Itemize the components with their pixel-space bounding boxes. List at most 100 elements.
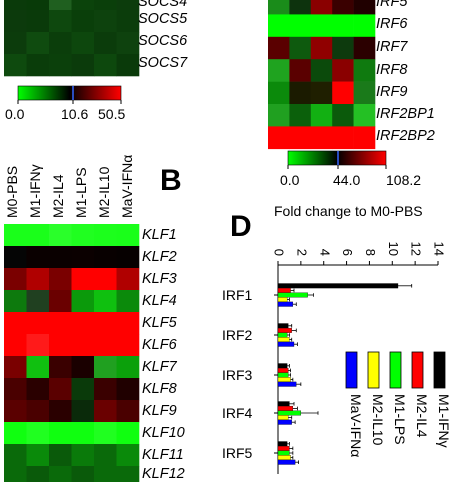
x-tick-label: 4	[317, 249, 332, 256]
socs-cell	[49, 32, 72, 55]
irf-cell	[289, 14, 312, 38]
x-tick-label: 0	[272, 249, 287, 256]
klf-cell	[71, 422, 95, 445]
socs-cell	[71, 32, 95, 55]
bar	[277, 283, 399, 289]
x-tick-label: 10	[386, 242, 401, 256]
klf-cell	[4, 466, 27, 482]
legend-label-m1-ifng: M1-IFNγ	[436, 394, 452, 448]
column-header-m1-lps: M1-LPS	[73, 167, 89, 218]
klf-cell	[71, 444, 95, 467]
klf-cell	[116, 312, 140, 335]
irf-cell	[289, 59, 312, 82]
klf-cell	[49, 224, 72, 247]
klf-cell	[71, 290, 95, 313]
irf-cell	[310, 0, 333, 15]
klf-cell	[94, 334, 117, 357]
scale-irf-max: 108.2	[386, 172, 422, 188]
bar	[277, 287, 291, 293]
scale-irf-mid: 44.0	[333, 172, 361, 188]
irf-cell	[332, 36, 354, 60]
bar	[277, 405, 294, 411]
klf-cell	[4, 224, 27, 247]
gene-label-klf6: KLF6	[142, 337, 177, 353]
klf-cell	[4, 290, 27, 313]
color-scale-bar-a	[17, 85, 122, 101]
klf-cell	[49, 334, 72, 357]
socs-cell	[116, 10, 140, 33]
klf-cell	[49, 378, 72, 401]
gene-label-irf9: IRF9	[376, 84, 408, 100]
klf-cell	[49, 444, 72, 467]
klf-cell	[116, 400, 140, 423]
klf-cell	[49, 268, 72, 291]
klf-cell	[49, 356, 72, 379]
klf-cell	[94, 378, 117, 401]
irf-cell	[268, 81, 290, 105]
irf-cell	[289, 126, 312, 150]
category-label-irf2: IRF2	[222, 327, 253, 343]
socs-cell	[4, 54, 27, 77]
gene-label-klf2: KLF2	[142, 249, 177, 265]
bar	[277, 377, 291, 383]
gene-label-klf9: KLF9	[142, 403, 177, 419]
irf-cell	[310, 59, 333, 82]
bar	[277, 450, 290, 456]
category-label-irf4: IRF4	[222, 405, 253, 421]
gene-label-socs7: SOCS7	[138, 55, 188, 71]
klf-cell	[4, 400, 27, 423]
bar	[277, 445, 290, 451]
socs-cell	[26, 54, 50, 77]
irf-cell	[353, 14, 376, 38]
klf-cell	[49, 466, 72, 482]
bar	[277, 381, 297, 387]
scale-a-mid: 10.6	[61, 106, 89, 122]
klf-cell	[26, 378, 50, 401]
klf-cell	[71, 334, 95, 357]
klf-cell	[116, 290, 140, 313]
socs-cell	[49, 0, 72, 11]
klf-cell	[26, 312, 50, 335]
gene-label-klf1: KLF1	[142, 227, 177, 243]
bar	[277, 372, 289, 378]
klf-cell	[71, 224, 95, 247]
irf-cell	[289, 36, 312, 60]
socs-cell	[116, 54, 140, 77]
socs-cell	[94, 10, 117, 33]
klf-cell	[116, 444, 140, 467]
socs-cell	[49, 54, 72, 77]
socs-cell	[116, 0, 140, 11]
socs-cell	[71, 10, 95, 33]
klf-cell	[94, 400, 117, 423]
color-scale-bar-irf	[287, 150, 387, 166]
irf-cell	[353, 36, 376, 60]
gene-label-klf11: KLF11	[142, 447, 184, 463]
bar	[277, 332, 288, 338]
gene-label-irf5: IRF5	[376, 0, 408, 10]
socs-cell	[26, 10, 50, 33]
irf-cell	[268, 126, 290, 150]
klf-cell	[4, 312, 27, 335]
irf-cell	[289, 104, 312, 127]
bar	[277, 415, 289, 421]
irf-cell	[332, 81, 354, 105]
gene-label-irf2bp1: IRF2BP1	[376, 106, 435, 122]
klf-cell	[26, 400, 50, 423]
klf-cell	[116, 378, 140, 401]
irf-cell	[310, 81, 333, 105]
column-header-m2-il4: M2-IL4	[50, 174, 66, 218]
legend-label-m2-il4: M2-IL4	[414, 394, 430, 438]
legend-swatch	[367, 351, 380, 389]
bar	[277, 419, 292, 425]
gene-label-socs4: SOCS4	[138, 0, 188, 10]
klf-cell	[26, 246, 50, 269]
bar	[277, 441, 288, 447]
socs-cell	[4, 0, 27, 11]
column-header-m1-ifng: M1-IFNγ	[27, 164, 43, 218]
legend-swatch	[433, 351, 446, 389]
x-tick-label: 2	[294, 249, 309, 256]
bar	[277, 363, 288, 369]
irf-cell	[268, 14, 290, 38]
irf-cell	[310, 104, 333, 127]
scale-a-max: 50.5	[98, 106, 126, 122]
